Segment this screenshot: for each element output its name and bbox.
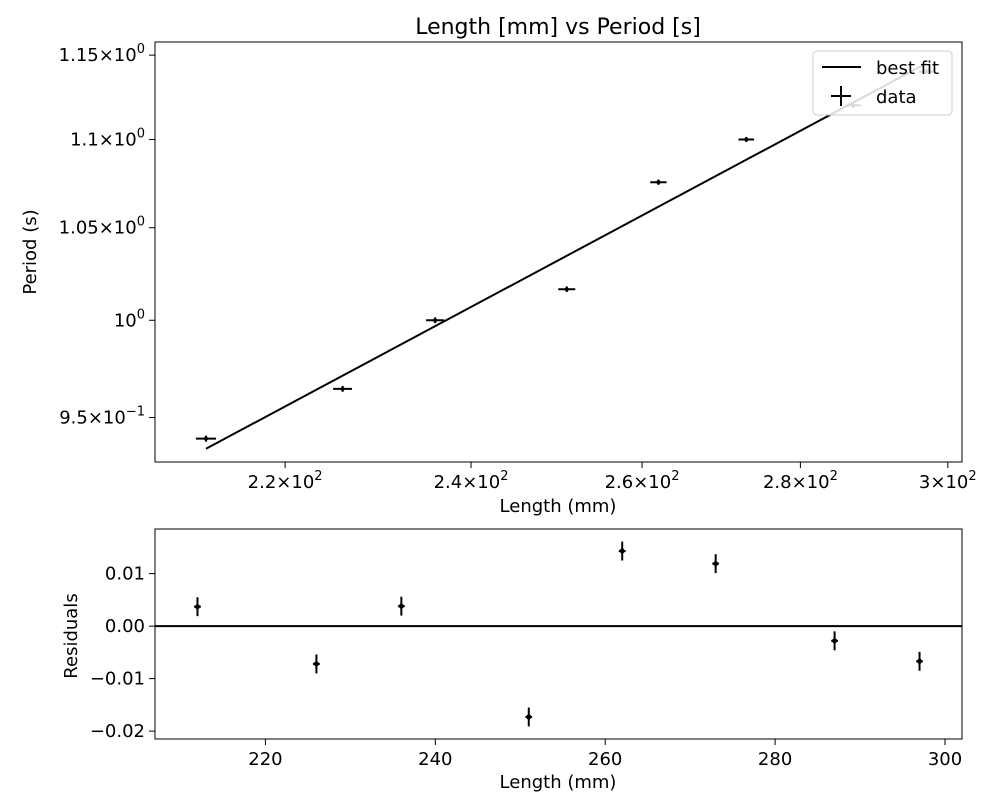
top-x-axis-label: Length (mm): [500, 496, 617, 517]
bottom-y-tick-label: −0.02: [90, 721, 145, 742]
top-x-tick-label: 2.2×102: [248, 469, 323, 493]
bottom-x-tick-label: 240: [418, 749, 452, 770]
top-y-axis-label: Period (s): [20, 209, 41, 294]
residual-point: [831, 631, 838, 651]
top-x-tick-label: 3×102: [919, 469, 977, 493]
legend-data-swatch: [831, 86, 851, 106]
bottom-y-tick-label: −0.01: [90, 669, 145, 690]
top-y-ticks: 9.5×10−1 100 1.05×100 1.1×100 1.15×100: [59, 42, 155, 429]
bottom-x-tick-label: 220: [248, 749, 282, 770]
data-point: [426, 317, 445, 324]
data-point: [738, 136, 755, 143]
legend: best fit data: [812, 50, 953, 116]
residual-point: [313, 654, 320, 674]
bottom-y-axis-label: Residuals: [61, 593, 82, 678]
residual-point: [618, 541, 626, 561]
top-chart-title: Length [mm] vs Period [s]: [415, 15, 701, 40]
top-x-tick-label: 2.6×102: [605, 469, 680, 493]
top-y-tick-label: 9.5×10−1: [59, 405, 145, 429]
data-point: [195, 435, 217, 442]
bottom-x-tick-label: 260: [588, 749, 622, 770]
data-point: [333, 385, 353, 392]
top-y-tick-label: 1.15×100: [59, 42, 145, 66]
residual-point: [194, 597, 201, 617]
residual-point: [916, 651, 923, 671]
data-point: [558, 286, 576, 293]
bottom-plot-frame: [154, 528, 963, 740]
bottom-panel: 220 240 260 280 300 0.01 0.00 −0.01 −0.02 Lengt…: [61, 528, 963, 793]
bottom-x-tick-label: 280: [758, 749, 792, 770]
bottom-x-tick-label: 300: [928, 749, 962, 770]
legend-data-label: data: [876, 87, 917, 108]
top-plot-frame: [154, 41, 963, 463]
best-fit-line: [205, 62, 927, 450]
top-x-ticks: 2.2×102 2.4×102 2.6×102 2.8×102 3×102: [248, 462, 977, 493]
top-panel: Length [mm] vs Period [s] 2.2×102 2.4×102…: [20, 15, 977, 517]
bottom-x-ticks: 220 240 260 280 300: [248, 739, 962, 770]
data-point: [650, 179, 667, 185]
residual-point: [712, 554, 720, 574]
top-y-tick-label: 1.1×100: [70, 126, 145, 150]
legend-best-fit-label: best fit: [876, 58, 939, 79]
best-fit-line-segment: [205, 62, 927, 450]
residual-point: [525, 707, 533, 727]
bottom-y-tick-label: 0.01: [105, 564, 145, 585]
residual-point: [397, 596, 405, 616]
top-x-tick-label: 2.4×102: [434, 469, 509, 493]
top-x-tick-label: 2.8×102: [763, 469, 838, 493]
bottom-x-axis-label: Length (mm): [500, 772, 617, 793]
residual-points: [194, 541, 923, 727]
bottom-y-tick-label: 0.00: [105, 616, 145, 637]
top-y-tick-label: 1.05×100: [59, 215, 145, 239]
bottom-y-ticks: 0.01 0.00 −0.01 −0.02: [90, 564, 155, 742]
top-y-tick-label: 100: [114, 307, 145, 331]
